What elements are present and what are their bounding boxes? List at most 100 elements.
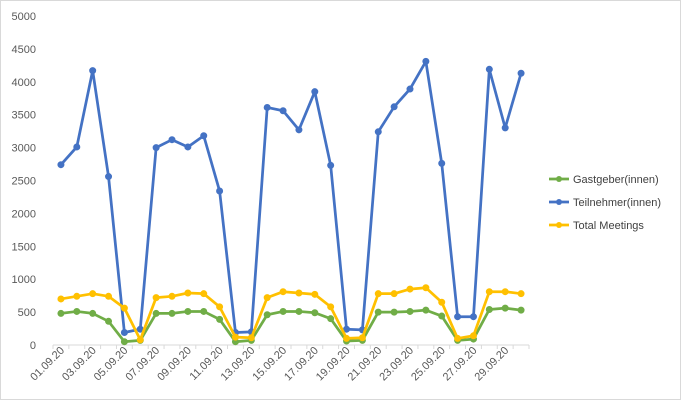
data-point-1 [120,328,128,336]
x-tick-label: 29.09.20 [473,345,512,384]
y-tick-label: 500 [18,307,36,319]
data-point-1 [152,144,160,152]
data-point-2 [469,332,477,340]
y-tick-label: 0 [30,340,36,352]
data-point-0 [485,305,493,313]
data-point-2 [89,290,97,298]
x-tick-label: 03.09.20 [60,345,99,384]
data-point-0 [295,307,303,315]
data-point-0 [168,309,176,317]
data-point-1 [406,85,414,93]
data-point-2 [343,334,351,342]
data-point-1 [501,124,509,132]
data-point-1 [422,57,430,65]
data-point-0 [120,338,128,346]
data-point-0 [501,304,509,312]
data-point-1 [89,67,97,75]
y-tick-label: 5000 [12,11,36,23]
legend: Gastgeber(innen) Teilnehmer(innen) Total M… [549,174,661,232]
data-point-2 [105,292,113,300]
data-point-2 [311,290,319,298]
y-tick-label: 2000 [12,208,36,220]
data-point-1 [485,65,493,73]
data-point-2 [454,334,462,342]
series-line-2 [59,286,523,342]
data-point-2 [295,289,303,297]
data-point-2 [263,294,271,302]
x-tick-label: 25.09.20 [409,345,448,384]
data-point-0 [57,309,65,317]
data-point-0 [89,309,97,317]
data-point-2 [231,333,239,341]
legend-label: Gastgeber(innen) [573,174,659,186]
data-point-0 [184,307,192,315]
x-axis: 01.09.2003.09.2005.09.2007.09.2009.09.20… [28,344,530,384]
x-tick-label: 07.09.20 [123,345,162,384]
x-tick-label: 17.09.20 [282,345,321,384]
data-point-1 [311,88,319,96]
data-point-2 [152,294,160,302]
data-point-2 [247,334,255,342]
data-point-0 [216,315,224,323]
data-point-1 [343,325,351,333]
data-point-1 [200,132,208,140]
data-point-2 [279,288,287,296]
data-point-2 [216,303,224,311]
y-tick-label: 4500 [12,44,36,56]
data-point-0 [390,308,398,316]
data-point-2 [438,298,446,306]
data-point-2 [358,334,366,342]
y-tick-label: 1500 [12,241,36,253]
data-point-2 [136,336,144,344]
x-tick-label: 27.09.20 [441,345,480,384]
data-point-2 [501,288,509,296]
data-point-2 [422,284,430,292]
data-point-2 [168,292,176,300]
data-point-1 [454,313,462,321]
data-point-1 [105,173,113,181]
legend-label: Teilnehmer(innen) [573,197,661,209]
y-tick-label: 3000 [12,143,36,155]
data-point-1 [438,159,446,167]
series-layer [57,57,525,346]
data-point-1 [295,126,303,134]
data-point-2 [517,290,525,298]
data-point-0 [438,312,446,320]
data-point-1 [390,103,398,111]
data-point-0 [279,307,287,315]
data-point-0 [422,306,430,314]
data-point-2 [57,295,65,303]
data-point-0 [327,315,335,323]
x-tick-label: 21.09.20 [346,345,385,384]
legend-label: Total Meetings [573,220,644,232]
x-tick-label: 19.09.20 [314,345,353,384]
data-point-0 [517,306,525,314]
data-point-2 [485,288,493,296]
data-point-2 [73,292,81,300]
data-point-1 [57,161,65,169]
data-point-2 [200,290,208,298]
y-tick-label: 4000 [12,77,36,89]
data-point-0 [200,307,208,315]
data-point-1 [279,107,287,115]
data-point-1 [263,103,271,111]
data-point-0 [152,309,160,317]
data-point-1 [216,187,224,195]
legend-marker [556,176,562,182]
data-point-1 [73,143,81,151]
x-tick-label: 15.09.20 [250,345,289,384]
y-axis: 0 500 1000 1500 2000 2500 3000 3500 4000 4500 5000 [12,11,36,352]
data-point-0 [311,309,319,317]
y-tick-label: 1000 [12,274,36,286]
data-point-1 [184,143,192,151]
data-point-1 [374,128,382,136]
data-point-2 [390,290,398,298]
data-point-2 [406,285,414,293]
legend-marker [556,222,562,228]
x-tick-label: 05.09.20 [92,345,131,384]
y-tick-label: 2500 [12,176,36,188]
data-point-2 [374,290,382,298]
data-point-1 [327,161,335,169]
